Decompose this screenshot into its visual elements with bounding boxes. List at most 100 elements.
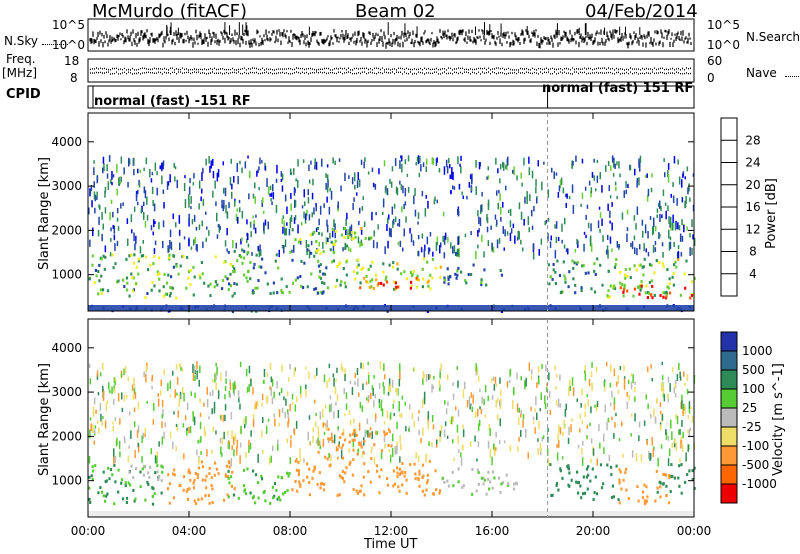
blob-7 <box>610 495 614 499</box>
blob-4 <box>354 277 357 281</box>
blob-3 <box>228 481 231 485</box>
speckle <box>426 236 429 245</box>
blob-2 <box>332 251 335 254</box>
speckle <box>516 175 518 181</box>
speckle <box>314 375 316 379</box>
freq-label-line1: Freq. <box>6 52 36 66</box>
blob-7 <box>574 291 577 295</box>
speckle <box>596 458 598 466</box>
speckle <box>219 225 221 231</box>
speckle <box>180 366 182 371</box>
speckle <box>123 167 125 175</box>
blob-0 <box>91 469 95 473</box>
speckle <box>128 445 130 449</box>
speckle <box>418 429 420 436</box>
speckle <box>221 199 223 209</box>
speckle <box>661 414 664 421</box>
speckle <box>609 402 612 407</box>
speckle <box>304 201 306 207</box>
speckle <box>101 233 103 242</box>
speckle <box>558 185 561 192</box>
speckle <box>567 248 569 255</box>
speckle <box>647 366 649 373</box>
speckle <box>404 188 407 197</box>
speckle <box>554 365 556 371</box>
speckle <box>288 228 291 236</box>
blob-0 <box>153 255 156 259</box>
speckle <box>378 398 381 404</box>
speckle <box>336 394 339 402</box>
speckle <box>212 379 214 383</box>
speckle <box>175 446 177 452</box>
speckle <box>407 187 410 193</box>
blob-9 <box>671 474 674 478</box>
speckle <box>263 210 265 215</box>
blob-4 <box>422 257 425 261</box>
blob-0 <box>147 268 150 272</box>
speckle <box>212 158 214 166</box>
blob-0 <box>189 269 192 272</box>
speckle <box>458 449 460 454</box>
speckle <box>417 416 420 422</box>
blob-7 <box>555 482 559 485</box>
speckle <box>216 366 218 376</box>
speckle <box>217 224 220 228</box>
blob-6 <box>500 482 503 486</box>
speckle <box>215 430 217 435</box>
speckle <box>389 178 391 184</box>
speckle <box>489 428 491 437</box>
speckle <box>245 368 248 377</box>
speckle <box>106 173 109 179</box>
speckle <box>248 193 250 200</box>
speckle <box>248 384 250 392</box>
speckle <box>146 196 148 205</box>
blob-8 <box>653 271 656 275</box>
blob-4 <box>344 471 347 475</box>
blob-6 <box>482 482 485 486</box>
speckle <box>344 368 346 378</box>
blob-7 <box>549 463 552 467</box>
speckle <box>239 442 242 448</box>
speckle <box>671 431 673 440</box>
speckle <box>285 228 287 236</box>
speckle <box>469 174 472 180</box>
speckle <box>409 227 411 234</box>
blob-4 <box>396 267 399 271</box>
speckle <box>653 446 655 451</box>
blob-7 <box>549 275 552 279</box>
speckle <box>670 419 672 429</box>
speckle <box>592 448 595 456</box>
speckle <box>300 393 302 399</box>
speckle <box>540 238 543 245</box>
blob-1 <box>245 276 248 280</box>
blob-2 <box>207 494 210 497</box>
velocity-colorbar-swatch <box>721 427 737 447</box>
speckle <box>512 223 515 229</box>
speckle <box>227 443 229 449</box>
speckle <box>477 375 480 382</box>
speckle <box>682 407 684 417</box>
speckle <box>326 185 329 193</box>
blob-1 <box>288 290 291 294</box>
speckle <box>169 431 172 439</box>
speckle <box>687 444 689 452</box>
blob-8 <box>637 286 640 290</box>
blob-8 <box>641 265 644 269</box>
speckle <box>532 416 535 421</box>
blob-10 <box>231 310 234 314</box>
speckle <box>137 401 140 410</box>
blob-6 <box>443 278 447 282</box>
speckle <box>453 458 455 462</box>
speckle <box>272 445 274 452</box>
blob-6 <box>441 476 444 480</box>
speckle <box>541 437 544 442</box>
speckle <box>684 176 686 180</box>
speckle <box>390 181 393 188</box>
blob-4 <box>329 463 332 467</box>
noise-tick-bottom-left: 10^0 <box>52 38 85 52</box>
blob-0 <box>94 269 97 272</box>
speckle <box>167 181 170 186</box>
blob-1 <box>249 261 252 264</box>
power-colorbar-label: 24 <box>745 156 760 170</box>
speckle <box>457 409 460 417</box>
